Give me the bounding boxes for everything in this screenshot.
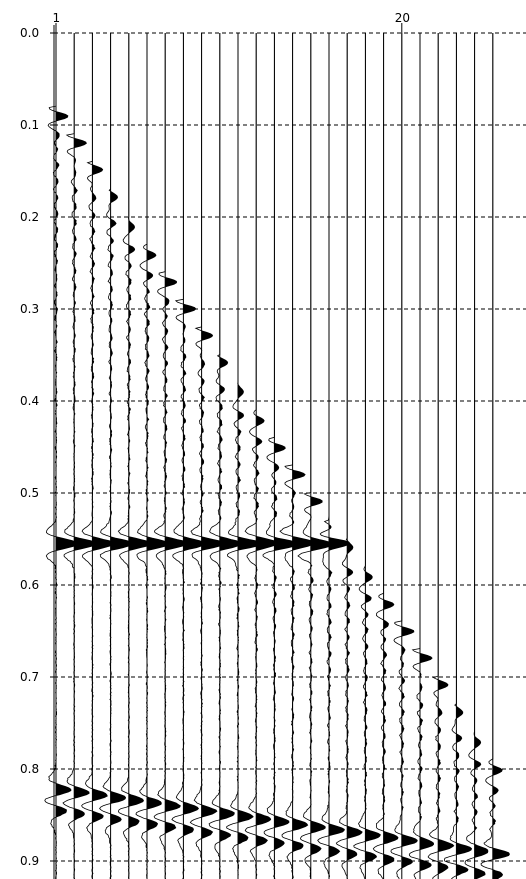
y-tick-label: 0.5 [20, 486, 39, 500]
trace-wiggle-19 [372, 33, 399, 879]
y-tick-label: 0.6 [20, 578, 39, 592]
trace-fill-12 [256, 33, 278, 879]
axis-layer: 0.0 0.1 0.2 0.3 0.4 0.5 0.6 0.7 0.8 0.9 1 20 [20, 11, 410, 879]
trace-wiggle-18 [353, 33, 381, 879]
trace-wiggle-11 [226, 33, 262, 879]
trace-wiggle-14 [279, 33, 316, 879]
trace-wiggle-21 [408, 33, 435, 879]
trace-fill-5 [128, 33, 151, 879]
trace-fill-2 [74, 33, 96, 879]
trace-fill-18 [365, 33, 381, 879]
trace-fill-16 [329, 33, 350, 879]
trace-fill-20 [401, 33, 418, 879]
trace-fill-24 [474, 33, 488, 879]
trace-fill-23 [456, 33, 472, 879]
trace-wiggle-24 [464, 33, 489, 879]
y-tick-label: 0.1 [20, 118, 39, 132]
trace-fill-25 [492, 33, 510, 879]
trace-wiggle-15 [297, 33, 334, 879]
trace-wiggle-2 [62, 33, 97, 879]
trace-wiggle-1 [44, 33, 78, 879]
trace-wiggle-8 [171, 33, 206, 879]
trace-fill-3 [92, 33, 114, 879]
trace-wiggle-17 [335, 33, 363, 879]
y-tick-label: 0.4 [20, 394, 39, 408]
x-tick-label: 20 [395, 11, 410, 25]
trace-wiggle-22 [427, 33, 455, 879]
trace-fill-17 [347, 33, 363, 879]
y-tick-label: 0.9 [20, 854, 39, 868]
y-tick-label: 0.7 [20, 670, 39, 684]
trace-fill-22 [438, 33, 454, 879]
trace-fill-8 [183, 33, 206, 879]
trace-fill-4 [110, 33, 133, 879]
trace-wiggle-20 [390, 33, 418, 879]
y-tick-label: 0.3 [20, 302, 39, 316]
trace-wiggle-5 [117, 33, 152, 879]
trace-fill-7 [165, 33, 188, 879]
trace-wiggle-9 [189, 33, 226, 879]
trace-wiggle-13 [262, 33, 298, 879]
trace-wiggle-10 [208, 33, 242, 879]
trace-fill-1 [56, 33, 78, 879]
y-tick-label: 0.8 [20, 762, 39, 776]
trace-wiggle-3 [81, 33, 115, 879]
trace-layer [44, 33, 510, 879]
grid-layer [54, 32, 526, 862]
trace-fill-14 [292, 33, 315, 879]
y-tick-label: 0.0 [20, 26, 39, 40]
trace-wiggle-12 [244, 33, 278, 879]
trace-wiggle-6 [135, 33, 170, 879]
trace-fill-15 [310, 33, 333, 879]
trace-wiggle-25 [480, 33, 510, 879]
trace-fill-6 [147, 33, 169, 879]
trace-wiggle-4 [99, 33, 133, 879]
trace-wiggle-7 [153, 33, 188, 879]
x-tick-label: 1 [53, 11, 61, 25]
trace-wiggle-16 [317, 33, 351, 879]
trace-wiggle-23 [443, 33, 473, 879]
y-tick-label: 0.2 [20, 210, 39, 224]
